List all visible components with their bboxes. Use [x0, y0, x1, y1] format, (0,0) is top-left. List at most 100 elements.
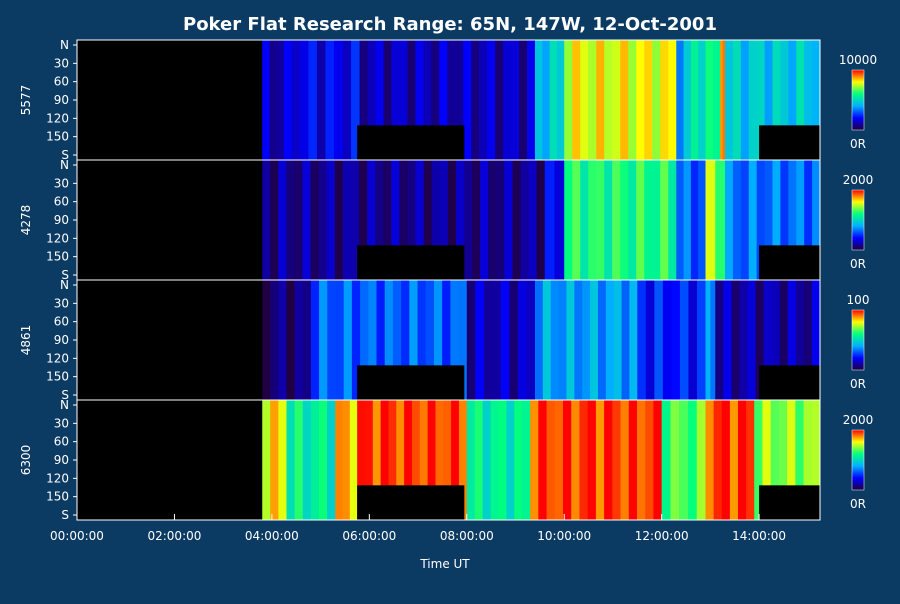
masked-block [759, 485, 820, 520]
y-tick-label: 30 [54, 56, 69, 70]
masked-block [759, 365, 820, 400]
keogram-column [654, 280, 664, 400]
keogram-column [772, 160, 781, 280]
x-tick-label: 06:00:00 [342, 529, 396, 543]
keogram-column [351, 280, 361, 400]
masked-block [759, 245, 820, 280]
keogram-column [391, 40, 400, 160]
keogram-column [604, 400, 613, 520]
x-tick-label: 04:00:00 [245, 529, 299, 543]
panel-wavelength-label: 4861 [19, 325, 33, 356]
keogram-column [534, 280, 544, 400]
keogram-column [588, 40, 597, 160]
keogram-column [318, 400, 328, 520]
y-tick-label: 90 [54, 453, 69, 467]
y-tick-label: 120 [46, 231, 69, 245]
keogram-column [652, 40, 661, 160]
keogram-column [479, 40, 488, 160]
keogram-column [687, 400, 698, 520]
keogram-column [756, 160, 766, 280]
keogram-column [284, 40, 292, 160]
keogram-column [796, 40, 805, 160]
keogram-column [620, 400, 630, 520]
color-scale-min: 0R [850, 137, 866, 151]
keogram-column [721, 400, 731, 520]
keogram-column [503, 40, 512, 160]
keogram-column [391, 160, 400, 280]
keogram-column [778, 400, 788, 520]
keogram-column [690, 40, 699, 160]
keogram-column [788, 160, 797, 280]
keogram-column [644, 160, 653, 280]
keogram-column [455, 160, 465, 280]
keogram-column [407, 160, 417, 280]
keogram-column [335, 280, 345, 400]
keogram-column [804, 160, 813, 280]
y-tick-label: 60 [54, 435, 69, 449]
keogram-column [522, 400, 531, 520]
keogram-column [612, 40, 621, 160]
keogram-column [612, 160, 621, 280]
keogram-column [423, 160, 433, 280]
no-data-region [77, 280, 263, 400]
keogram-column [517, 280, 527, 400]
keogram-column [310, 160, 320, 280]
keogram-column [811, 280, 821, 400]
keogram-column [463, 160, 473, 280]
keogram-column [671, 280, 681, 400]
keogram-column [475, 280, 485, 400]
keogram-column [450, 280, 460, 400]
keogram-column [762, 400, 772, 520]
keogram-column [780, 160, 789, 280]
keogram-column [636, 400, 646, 520]
keogram-column [316, 40, 326, 160]
keogram-column [755, 280, 765, 400]
keogram-column [628, 40, 637, 160]
keogram-column [463, 40, 472, 160]
keogram-column [388, 400, 397, 520]
keogram-column [534, 40, 543, 160]
keogram-column [286, 400, 296, 520]
keogram-column [723, 280, 732, 400]
keogram-column [604, 40, 613, 160]
keogram-column [660, 160, 669, 280]
keogram-column [747, 280, 757, 400]
keogram-column [588, 160, 597, 280]
keogram-column [439, 160, 449, 280]
panel-wavelength-label: 6300 [19, 445, 33, 476]
keogram-column [506, 400, 515, 520]
color-scale-max: 100 [847, 293, 870, 307]
masked-block [759, 125, 820, 160]
keogram-column [729, 400, 739, 520]
y-tick-label: S [61, 148, 69, 162]
keogram-column [731, 280, 740, 400]
keogram-column [636, 40, 645, 160]
keogram-column [580, 160, 589, 280]
keogram-column [595, 400, 605, 520]
keogram-column [645, 280, 655, 400]
keogram-column [500, 280, 510, 400]
keogram-column [542, 40, 551, 160]
keogram-column [653, 400, 663, 520]
keogram-column [683, 40, 692, 160]
keogram-column [433, 280, 443, 400]
keogram-column [270, 400, 279, 520]
keogram-column [368, 280, 378, 400]
keogram-column [712, 40, 721, 160]
keogram-column [427, 400, 436, 520]
no-data-region [77, 400, 263, 520]
keogram-column [795, 400, 805, 520]
x-axis-label: Time UT [419, 557, 470, 571]
keogram-column [326, 160, 336, 280]
panel-wavelength-label: 5577 [19, 85, 33, 116]
keogram-column [724, 160, 734, 280]
keogram-column [683, 160, 692, 280]
keogram-column [596, 40, 605, 160]
keogram-column [564, 40, 573, 160]
keogram-column [401, 280, 410, 400]
keogram-column [732, 40, 742, 160]
y-tick-label: 90 [54, 213, 69, 227]
keogram-column [670, 400, 680, 520]
keogram-column [349, 400, 358, 520]
y-tick-label: S [61, 268, 69, 282]
